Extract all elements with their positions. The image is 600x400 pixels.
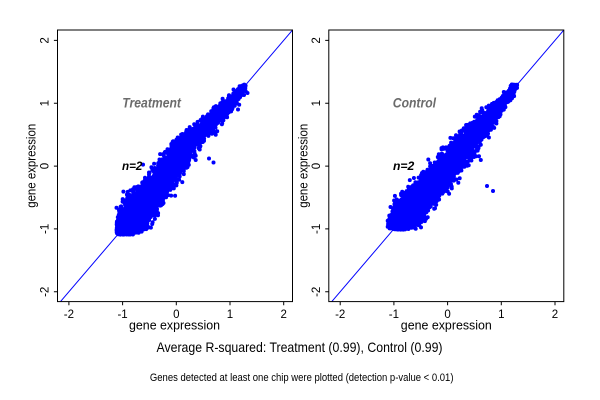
svg-text:2: 2 xyxy=(311,37,323,43)
svg-text:1: 1 xyxy=(227,309,233,321)
svg-text:Genes detected at least one ch: Genes detected at least one chip were pl… xyxy=(150,372,454,384)
svg-text:Treatment: Treatment xyxy=(122,95,182,111)
svg-text:-2: -2 xyxy=(335,309,345,321)
svg-text:-2: -2 xyxy=(64,309,74,321)
svg-text:1: 1 xyxy=(311,100,323,106)
svg-text:n=2: n=2 xyxy=(393,159,415,173)
svg-text:gene expression: gene expression xyxy=(129,318,220,333)
svg-text:1: 1 xyxy=(498,309,504,321)
svg-text:gene expression: gene expression xyxy=(24,124,39,208)
svg-text:-1: -1 xyxy=(389,309,399,321)
svg-text:-1: -1 xyxy=(117,309,127,321)
svg-text:gene expression: gene expression xyxy=(401,318,492,333)
svg-text:2: 2 xyxy=(280,309,286,321)
svg-text:-2: -2 xyxy=(311,287,323,297)
svg-text:2: 2 xyxy=(552,309,558,321)
svg-text:0: 0 xyxy=(311,163,323,169)
svg-text:n=2: n=2 xyxy=(122,159,143,173)
svg-text:0: 0 xyxy=(173,309,179,321)
svg-text:gene expression: gene expression xyxy=(295,124,310,208)
svg-text:1: 1 xyxy=(39,100,51,106)
svg-text:-1: -1 xyxy=(311,224,323,234)
svg-text:Control: Control xyxy=(393,95,437,111)
svg-text:0: 0 xyxy=(39,163,51,169)
svg-text:0: 0 xyxy=(444,309,450,321)
svg-text:2: 2 xyxy=(39,37,51,43)
svg-text:Average R-squared: Treatment (: Average R-squared: Treatment (0.99), Con… xyxy=(157,339,443,355)
svg-text:-2: -2 xyxy=(39,287,51,297)
svg-text:-1: -1 xyxy=(39,224,51,234)
